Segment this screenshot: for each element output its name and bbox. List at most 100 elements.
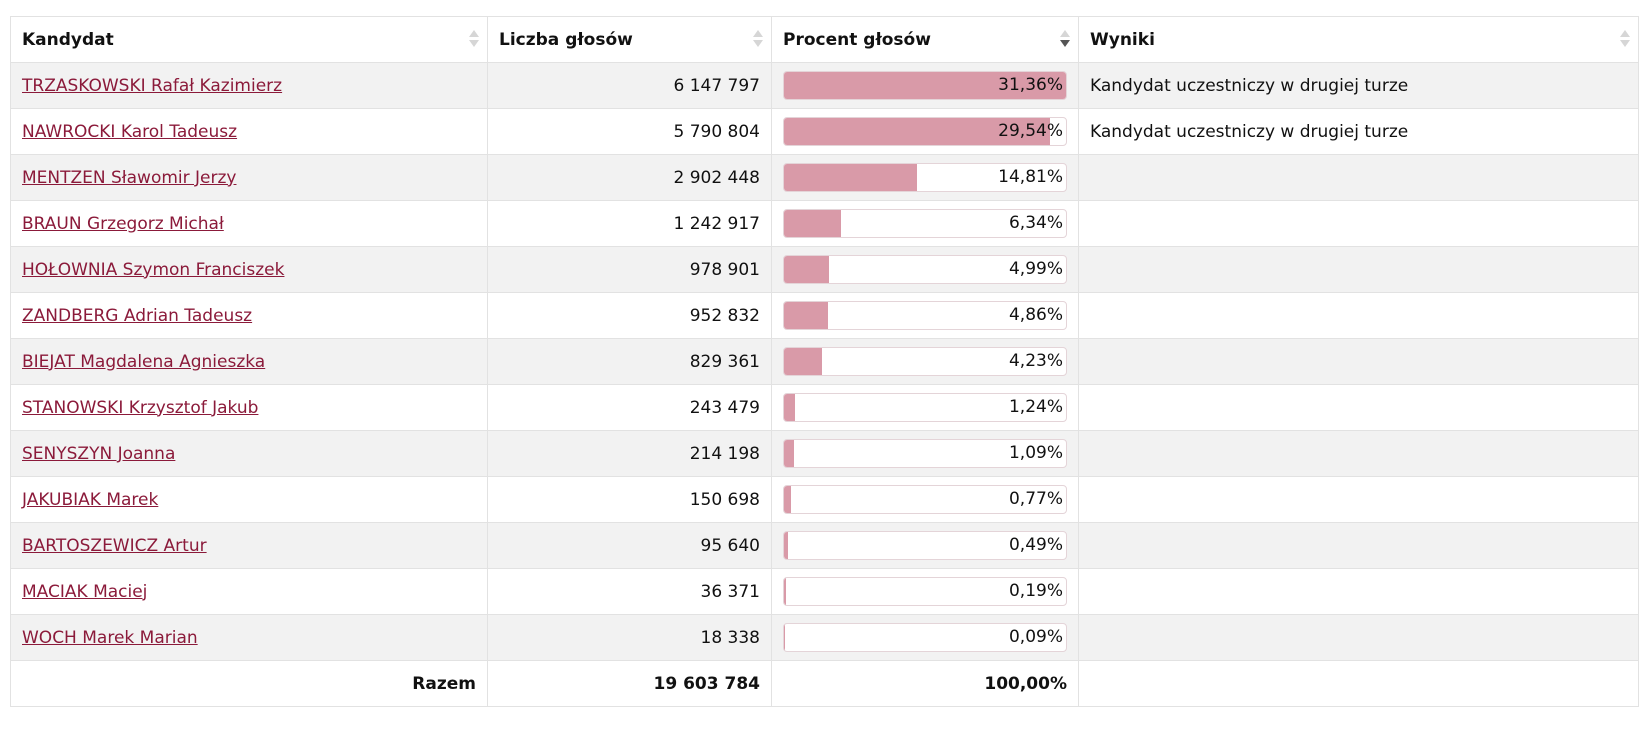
votes-cell: 829 361 bbox=[487, 338, 772, 385]
percent-track: 6,34% bbox=[783, 209, 1067, 238]
candidate-cell: TRZASKOWSKI Rafał Kazimierz bbox=[10, 62, 488, 109]
percent-bar bbox=[784, 440, 794, 467]
percent-bar bbox=[784, 72, 1066, 99]
percent-label: 0,77% bbox=[1008, 489, 1063, 509]
votes-cell: 214 198 bbox=[487, 430, 772, 477]
candidate-link[interactable]: TRZASKOWSKI Rafał Kazimierz bbox=[22, 75, 283, 96]
percent-cell: 29,54% bbox=[771, 108, 1079, 155]
votes-cell: 150 698 bbox=[487, 476, 772, 523]
percent-label: 29,54% bbox=[998, 121, 1063, 141]
candidate-link[interactable]: BRAUN Grzegorz Michał bbox=[22, 213, 224, 234]
candidate-link[interactable]: NAWROCKI Karol Tadeusz bbox=[22, 121, 238, 142]
percent-cell: 0,09% bbox=[771, 614, 1079, 661]
candidate-cell: STANOWSKI Krzysztof Jakub bbox=[10, 384, 488, 431]
sort-down bbox=[753, 40, 763, 47]
percent-cell: 1,24% bbox=[771, 384, 1079, 431]
percent-cell: 1,09% bbox=[771, 430, 1079, 477]
candidate-cell: MACIAK Maciej bbox=[10, 568, 488, 615]
sort-icon bbox=[1060, 30, 1070, 50]
percent-track: 31,36% bbox=[783, 71, 1067, 100]
header-text: Kandydat bbox=[22, 29, 114, 50]
candidate-link[interactable]: BARTOSZEWICZ Artur bbox=[22, 535, 207, 556]
result-cell bbox=[1078, 614, 1639, 661]
candidate-row: MENTZEN Sławomir Jerzy 2 902 448 14,81% bbox=[10, 154, 1639, 201]
votes-cell: 6 147 797 bbox=[487, 62, 772, 109]
percent-cell: 4,86% bbox=[771, 292, 1079, 339]
candidate-row: HOŁOWNIA Szymon Franciszek 978 901 4,99% bbox=[10, 246, 1639, 293]
header-text: Procent głosów bbox=[783, 29, 931, 50]
candidate-cell: WOCH Marek Marian bbox=[10, 614, 488, 661]
header-text: Liczba głosów bbox=[499, 29, 633, 50]
percent-bar bbox=[784, 532, 789, 559]
result-cell bbox=[1078, 568, 1639, 615]
column-header[interactable]: Liczba głosów bbox=[487, 16, 772, 63]
candidate-link[interactable]: JAKUBIAK Marek bbox=[22, 489, 159, 510]
percent-label: 1,24% bbox=[1008, 397, 1063, 417]
candidate-link[interactable]: SENYSZYN Joanna bbox=[22, 443, 176, 464]
percent-track: 14,81% bbox=[783, 163, 1067, 192]
percent-label: 31,36% bbox=[998, 75, 1063, 95]
percent-track: 0,19% bbox=[783, 577, 1067, 606]
percent-label: 14,81% bbox=[998, 167, 1063, 187]
percent-track: 4,23% bbox=[783, 347, 1067, 376]
percent-bar bbox=[784, 578, 786, 605]
percent-label: 4,86% bbox=[1008, 305, 1063, 325]
sort-icon bbox=[1620, 30, 1630, 50]
percent-label: 0,09% bbox=[1008, 627, 1063, 647]
percent-label: 1,09% bbox=[1008, 443, 1063, 463]
candidate-cell: JAKUBIAK Marek bbox=[10, 476, 488, 523]
candidate-cell: BARTOSZEWICZ Artur bbox=[10, 522, 488, 569]
column-header[interactable]: Procent głosów bbox=[771, 16, 1079, 63]
column-header[interactable]: Wyniki bbox=[1078, 16, 1639, 63]
candidate-row: WOCH Marek Marian 18 338 0,09% bbox=[10, 614, 1639, 661]
votes-cell: 95 640 bbox=[487, 522, 772, 569]
votes-cell: 18 338 bbox=[487, 614, 772, 661]
votes-cell: 952 832 bbox=[487, 292, 772, 339]
candidate-link[interactable]: WOCH Marek Marian bbox=[22, 627, 198, 648]
votes-cell: 1 242 917 bbox=[487, 200, 772, 247]
percent-cell: 31,36% bbox=[771, 62, 1079, 109]
candidate-row: SENYSZYN Joanna 214 198 1,09% bbox=[10, 430, 1639, 477]
percent-track: 1,09% bbox=[783, 439, 1067, 468]
candidate-link[interactable]: HOŁOWNIA Szymon Franciszek bbox=[22, 259, 285, 280]
percent-label: 4,23% bbox=[1008, 351, 1063, 371]
result-cell bbox=[1078, 384, 1639, 431]
percent-cell: 14,81% bbox=[771, 154, 1079, 201]
sort-up bbox=[1060, 30, 1070, 37]
candidate-link[interactable]: BIEJAT Magdalena Agnieszka bbox=[22, 351, 266, 372]
percent-label: 4,99% bbox=[1008, 259, 1063, 279]
candidate-row: MACIAK Maciej 36 371 0,19% bbox=[10, 568, 1639, 615]
percent-track: 0,09% bbox=[783, 623, 1067, 652]
result-cell bbox=[1078, 522, 1639, 569]
percent-label: 6,34% bbox=[1008, 213, 1063, 233]
sort-icon bbox=[469, 30, 479, 50]
candidate-link[interactable]: MENTZEN Sławomir Jerzy bbox=[22, 167, 237, 188]
percent-label: 0,49% bbox=[1008, 535, 1063, 555]
percent-track: 0,77% bbox=[783, 485, 1067, 514]
candidate-link[interactable]: ZANDBERG Adrian Tadeusz bbox=[22, 305, 253, 326]
candidate-link[interactable]: STANOWSKI Krzysztof Jakub bbox=[22, 397, 259, 418]
column-header[interactable]: Kandydat bbox=[10, 16, 488, 63]
percent-bar bbox=[784, 348, 823, 375]
result-cell: Kandydat uczestniczy w drugiej turze bbox=[1078, 62, 1639, 109]
percent-bar bbox=[784, 164, 918, 191]
percent-cell: 0,77% bbox=[771, 476, 1079, 523]
candidate-link[interactable]: MACIAK Maciej bbox=[22, 581, 148, 602]
result-cell bbox=[1078, 292, 1639, 339]
percent-cell: 6,34% bbox=[771, 200, 1079, 247]
percent-bar bbox=[784, 256, 829, 283]
percent-bar bbox=[784, 486, 791, 513]
sort-down bbox=[1060, 40, 1070, 47]
percent-bar bbox=[784, 624, 785, 651]
sort-icon bbox=[753, 30, 763, 50]
sort-down bbox=[469, 40, 479, 47]
header-text: Wyniki bbox=[1090, 29, 1155, 50]
sort-up bbox=[469, 30, 479, 37]
percent-bar bbox=[784, 302, 828, 329]
votes-cell: 5 790 804 bbox=[487, 108, 772, 155]
votes-cell: 36 371 bbox=[487, 568, 772, 615]
votes-cell: 243 479 bbox=[487, 384, 772, 431]
total-percent: 100,00% bbox=[771, 660, 1079, 707]
results-table: Kandydat Liczba głosów Procent głosów Wynik… bbox=[10, 16, 1639, 707]
